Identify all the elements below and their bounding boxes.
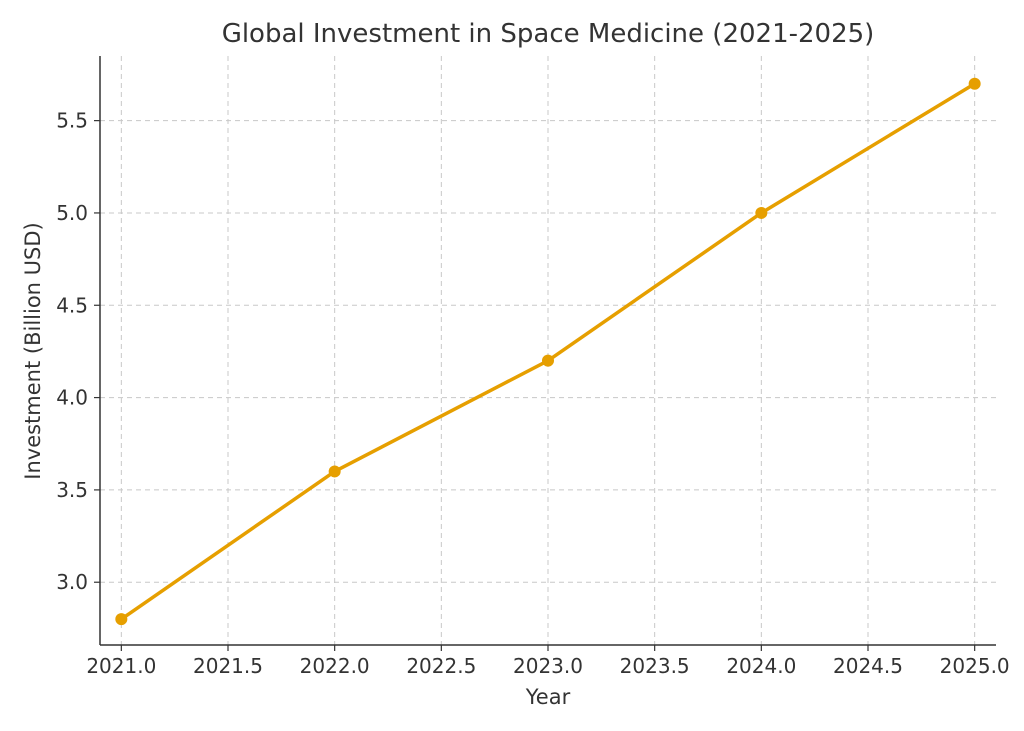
data-point-2 [542, 354, 554, 367]
x-tick-label-7: 2024.5 [833, 654, 903, 678]
chart-title: Global Investment in Space Medicine (202… [222, 19, 875, 49]
y-tick-label-2: 4.0 [56, 386, 88, 410]
x-tick-label-4: 2023.0 [513, 654, 583, 678]
y-tick-label-1: 3.5 [56, 478, 88, 502]
series [115, 77, 981, 626]
x-tick-label-6: 2024.0 [726, 654, 796, 678]
x-tick-label-2: 2022.0 [300, 654, 370, 678]
x-axis-label: Year [525, 685, 571, 709]
y-axis-label: Investment (Billion USD) [21, 222, 45, 479]
y-tick-label-3: 4.5 [56, 293, 88, 317]
x-tick-label-5: 2023.5 [620, 654, 690, 678]
x-tick-label-8: 2025.0 [940, 654, 1010, 678]
y-tick-label-5: 5.5 [56, 109, 88, 133]
y-tick-label-0: 3.0 [56, 570, 88, 594]
x-tick-label-1: 2021.5 [193, 654, 263, 678]
data-point-4 [968, 77, 981, 90]
grid [100, 56, 996, 645]
data-point-3 [755, 206, 768, 219]
x-tick-label-3: 2022.5 [406, 654, 476, 678]
x-tick-label-0: 2021.0 [86, 654, 156, 678]
y-tick-label-4: 5.0 [56, 201, 88, 225]
data-point-0 [115, 613, 128, 626]
data-point-1 [328, 465, 341, 478]
axes: 2021.0 2021.5 2022.0 2022.5 2023.0 2023.5 2024… [56, 56, 1010, 678]
